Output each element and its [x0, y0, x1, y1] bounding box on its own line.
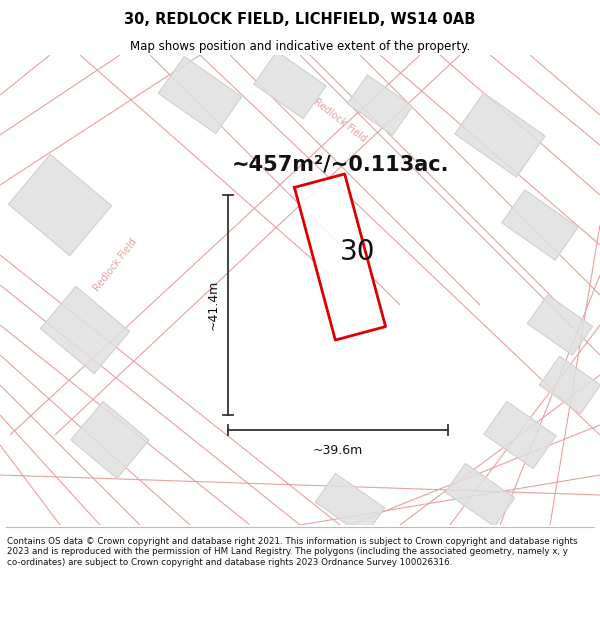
Polygon shape — [295, 174, 386, 340]
Text: Contains OS data © Crown copyright and database right 2021. This information is : Contains OS data © Crown copyright and d… — [7, 537, 578, 567]
Polygon shape — [455, 93, 545, 177]
Polygon shape — [8, 154, 112, 256]
Text: ~41.4m: ~41.4m — [207, 280, 220, 330]
Polygon shape — [502, 190, 578, 260]
Polygon shape — [158, 56, 242, 134]
Text: Redlock Field: Redlock Field — [91, 237, 139, 293]
Text: 30, REDLOCK FIELD, LICHFIELD, WS14 0AB: 30, REDLOCK FIELD, LICHFIELD, WS14 0AB — [124, 12, 476, 27]
Polygon shape — [347, 75, 413, 135]
Text: ~39.6m: ~39.6m — [313, 444, 363, 457]
Polygon shape — [254, 51, 326, 119]
Text: Redlock Field: Redlock Field — [312, 96, 368, 144]
Text: Map shows position and indicative extent of the property.: Map shows position and indicative extent… — [130, 39, 470, 52]
Text: ~457m²/~0.113ac.: ~457m²/~0.113ac. — [231, 155, 449, 175]
Text: 30: 30 — [340, 238, 376, 266]
Polygon shape — [71, 402, 149, 478]
Polygon shape — [316, 474, 385, 536]
Polygon shape — [445, 464, 515, 526]
Polygon shape — [539, 356, 600, 414]
Polygon shape — [484, 401, 556, 469]
Polygon shape — [41, 286, 130, 374]
Polygon shape — [527, 295, 593, 355]
